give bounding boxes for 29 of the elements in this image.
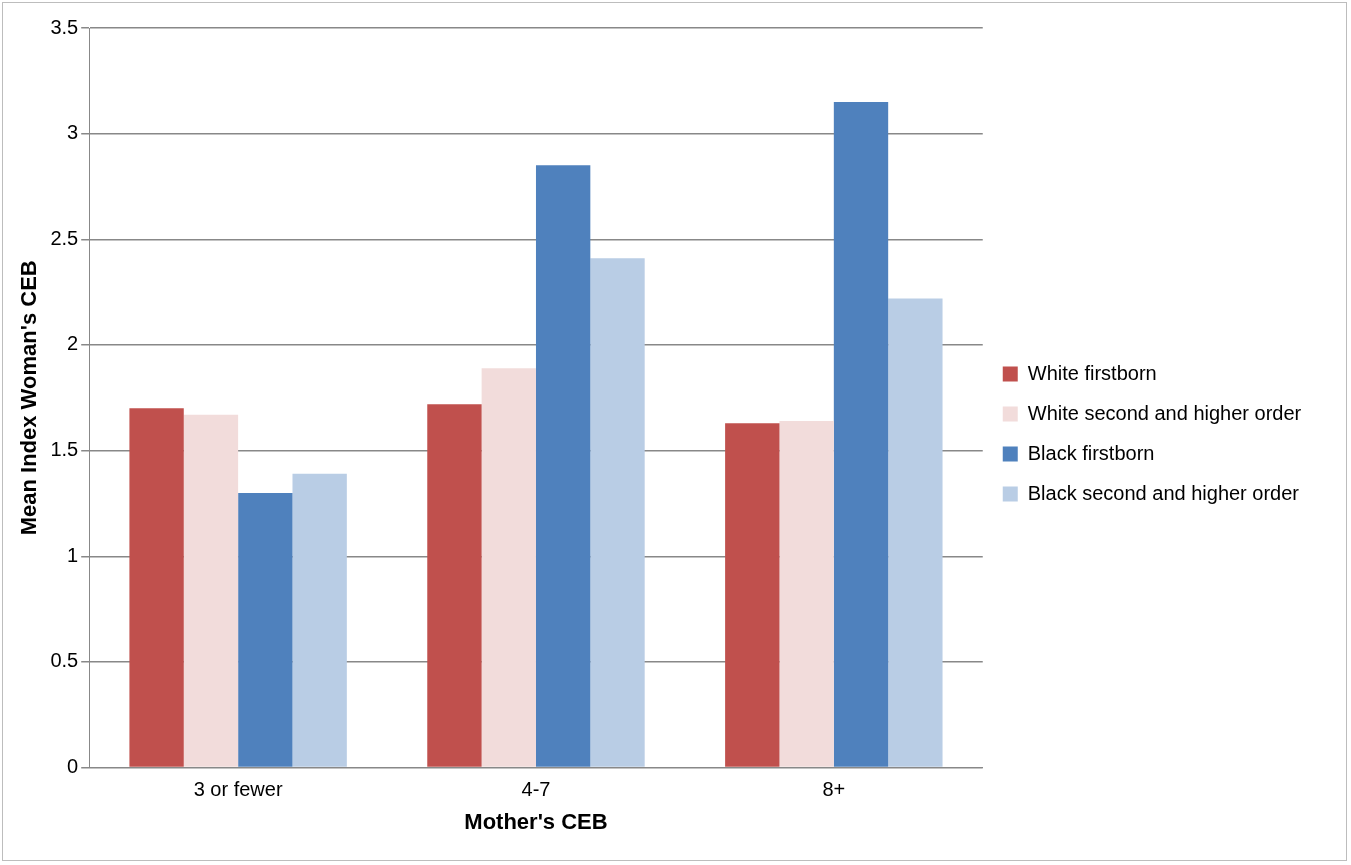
bar [238,492,293,767]
legend-label: Black second and higher order [1027,481,1300,504]
y-axis-title: Mean Index Woman's CEB [16,260,42,536]
x-tick-label: 3 or fewer [193,778,283,801]
y-tick-label: 3 [67,121,79,144]
bar [183,414,239,767]
bar [535,165,591,767]
bar [888,298,943,767]
x-tick-label: 8+ [822,778,846,801]
bar [292,473,347,767]
y-tick-label: 2.5 [50,226,79,249]
bar [590,258,645,767]
y-tick-label: 1 [67,543,79,566]
bar [725,423,780,767]
legend-label: White second and higher order [1027,401,1302,424]
bar [833,101,889,767]
y-tick-label: 0.5 [50,649,79,672]
y-tick-label: 0 [67,755,79,778]
bar [779,421,834,767]
y-tick-label: 1.5 [50,438,79,461]
bar [481,368,536,767]
legend-label: Black firstborn [1027,441,1155,464]
x-tick-label: 4-7 [521,778,551,801]
y-tick-label: 2 [67,332,79,355]
bar [427,404,482,767]
bar [129,408,184,767]
y-tick-label: 3.5 [50,15,79,38]
legend-label: White firstborn [1027,361,1157,384]
x-axis-title: Mother's CEB [464,808,608,834]
